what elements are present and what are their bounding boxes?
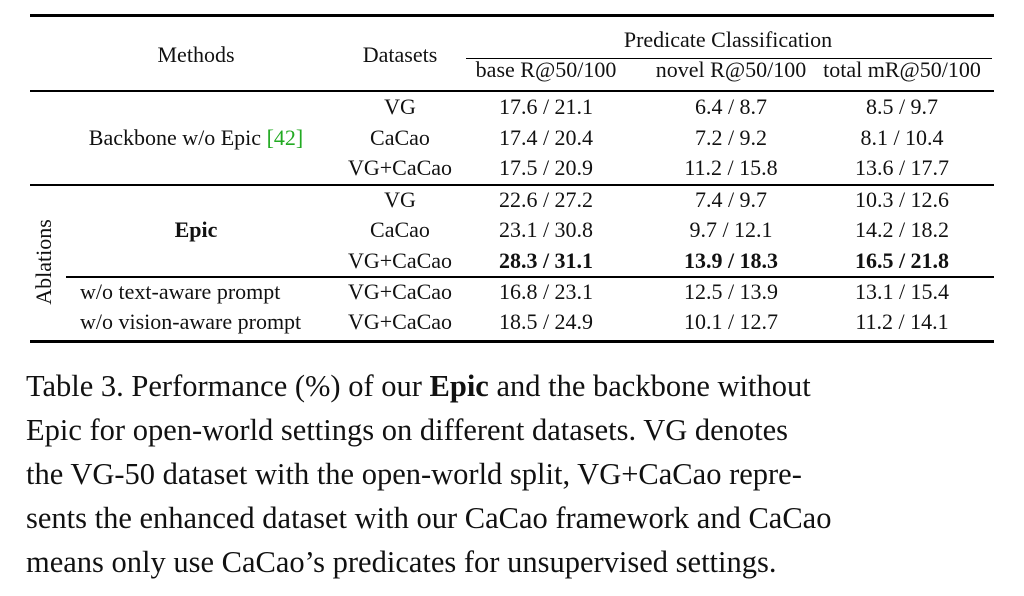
- novel-cell: 7.2 / 9.2: [694, 125, 768, 150]
- caption-epic-bold: Epic: [429, 369, 489, 403]
- table-top-rule: [30, 14, 994, 17]
- dataset-cell: VG+CaCao: [347, 309, 453, 334]
- novel-cell: 9.7 / 12.1: [689, 217, 773, 242]
- base-cell: 16.8 / 23.1: [498, 279, 594, 304]
- predicate-classification-underline: [466, 58, 992, 59]
- caption-line: Table 3. Performance (%) of our Epic and…: [26, 364, 1006, 408]
- dataset-cell: CaCao: [370, 125, 430, 150]
- method-backbone: Backbone w/o Epic [42]: [89, 125, 303, 151]
- caption-line: means only use CaCao’s predicates for un…: [26, 545, 777, 579]
- total-cell: 10.3 / 12.6: [854, 187, 950, 212]
- total-cell: 11.2 / 14.1: [855, 309, 949, 334]
- novel-cell-best: 13.9 / 18.3: [683, 248, 779, 273]
- total-cell: 8.5 / 9.7: [865, 94, 939, 119]
- dataset-cell: VG: [384, 187, 416, 212]
- header-base: base R@50/100: [475, 57, 617, 82]
- method-ablation: w/o text-aware prompt: [80, 279, 281, 304]
- dataset-cell: VG: [384, 94, 416, 119]
- total-cell: 14.2 / 18.2: [854, 217, 950, 242]
- novel-cell: 6.4 / 8.7: [694, 94, 768, 119]
- base-cell: 18.5 / 24.9: [498, 309, 594, 334]
- base-cell-best: 28.3 / 31.1: [498, 248, 594, 273]
- dataset-cell: VG+CaCao: [347, 155, 453, 180]
- ablations-label: Ablations: [31, 219, 56, 305]
- base-cell: 17.6 / 21.1: [498, 94, 594, 119]
- caption-text: and the backbone without: [488, 369, 811, 403]
- citation-link[interactable]: [42]: [266, 125, 304, 150]
- method-backbone-label: Backbone w/o Epic: [88, 125, 262, 150]
- caption-line: sents the enhanced dataset with our CaCa…: [26, 501, 832, 535]
- method-ablation: w/o vision-aware prompt: [80, 309, 302, 334]
- total-cell-best: 16.5 / 21.8: [854, 248, 950, 273]
- header-total: total mR@50/100: [823, 57, 981, 82]
- base-cell: 17.4 / 20.4: [498, 125, 594, 150]
- table-caption: Table 3. Performance (%) of our Epic and…: [26, 364, 1006, 584]
- caption-line: the VG-50 dataset with the open-world sp…: [26, 457, 802, 491]
- base-cell: 23.1 / 30.8: [498, 217, 594, 242]
- caption-text: Table 3. Performance (%) of our: [26, 369, 430, 403]
- header-datasets: Datasets: [362, 42, 438, 67]
- total-cell: 8.1 / 10.4: [860, 125, 944, 150]
- dataset-cell: CaCao: [370, 217, 430, 242]
- header-predicate-classification: Predicate Classification: [623, 27, 833, 52]
- novel-cell: 10.1 / 12.7: [683, 309, 779, 334]
- header-novel: novel R@50/100: [655, 57, 807, 82]
- novel-cell: 11.2 / 15.8: [684, 155, 778, 180]
- total-cell: 13.6 / 17.7: [854, 155, 950, 180]
- header-methods: Methods: [157, 42, 235, 67]
- total-cell: 13.1 / 15.4: [854, 279, 950, 304]
- base-cell: 22.6 / 27.2: [498, 187, 594, 212]
- table-header-rule: [30, 90, 994, 92]
- table-bottom-rule: [30, 340, 994, 343]
- base-cell: 17.5 / 20.9: [498, 155, 594, 180]
- section-divider-rule: [30, 184, 994, 186]
- dataset-cell: VG+CaCao: [347, 279, 453, 304]
- novel-cell: 12.5 / 13.9: [683, 279, 779, 304]
- novel-cell: 7.4 / 9.7: [694, 187, 768, 212]
- dataset-cell: VG+CaCao: [347, 248, 453, 273]
- method-epic: Epic: [174, 217, 218, 242]
- ablation-divider-rule: [66, 276, 994, 278]
- caption-line: Epic for open-world settings on differen…: [26, 413, 789, 447]
